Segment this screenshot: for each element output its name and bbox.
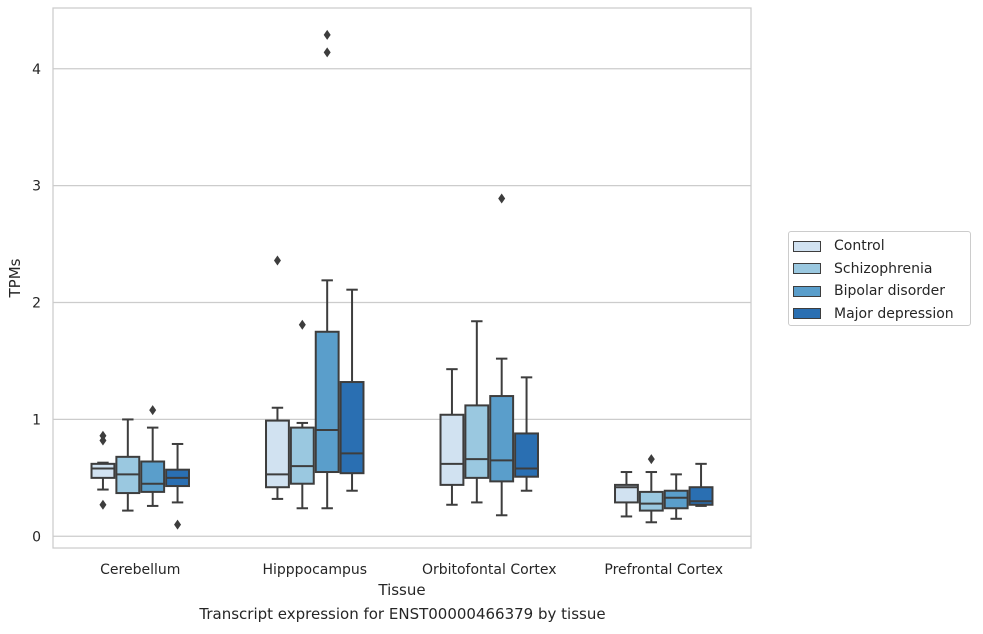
legend-item: Major depression (793, 305, 954, 323)
legend-item: Bipolar disorder (793, 282, 945, 300)
box-body (289, 426, 315, 485)
box-body (339, 381, 365, 475)
box-body (614, 483, 639, 504)
box-2-2 (289, 319, 315, 510)
box-body (265, 419, 290, 489)
outlier-point (99, 435, 107, 446)
box-1-4 (614, 471, 639, 518)
box-3-2 (314, 29, 340, 510)
box-body (663, 489, 689, 510)
x-tick-labels: Cerebellum Hipppocampus Orbitofontal Corte… (100, 562, 723, 578)
x-axis-label: Tissue (377, 581, 425, 599)
legend-label: Control (834, 238, 885, 254)
legend-label: Bipolar disorder (834, 283, 946, 299)
box-4-4 (688, 462, 714, 507)
outlier-point (99, 499, 107, 510)
legend-item: Schizophrenia (793, 260, 932, 278)
outlier-point (323, 47, 331, 58)
box-body (514, 432, 539, 478)
box-2-4 (638, 454, 664, 524)
y-tick-labels: 0 1 2 3 4 (32, 62, 41, 546)
box-body (439, 413, 465, 486)
legend-item: Control (793, 237, 885, 255)
legend: Control Schizophrenia Bipolar disorder Majo… (788, 231, 971, 326)
x-tick-label: Orbitofontal Cortex (422, 562, 557, 578)
box-body (464, 404, 490, 479)
box-3-1 (140, 405, 166, 507)
x-tick-label: Cerebellum (100, 562, 180, 578)
box-body (638, 490, 664, 512)
legend-swatch (793, 240, 821, 252)
box-1-2 (265, 255, 290, 500)
outlier-point (323, 29, 331, 40)
x-tick-label: Hipppocampus (262, 562, 367, 578)
y-tick-label: 2 (32, 296, 41, 312)
plot-frame (52, 7, 752, 549)
legend-swatch (793, 285, 821, 297)
outlier-point (149, 405, 157, 416)
outlier-point (273, 255, 281, 266)
outlier-point (498, 193, 506, 204)
legend-swatch (793, 308, 821, 319)
box-3-3 (489, 193, 515, 517)
box-4-3 (514, 376, 539, 492)
y-axis-label: TPMs (6, 258, 24, 298)
outlier-point (647, 454, 655, 465)
y-tick-label: 0 (32, 529, 41, 545)
box-4-2 (339, 288, 365, 492)
box-1-1 (90, 430, 116, 510)
y-tick-label: 3 (32, 179, 41, 195)
legend-swatch (793, 263, 821, 274)
box-body (90, 462, 116, 479)
box-3-4 (663, 473, 689, 520)
y-tick-label: 1 (32, 412, 41, 428)
legend-label: Schizophrenia (834, 260, 933, 277)
legend-label: Major depression (834, 305, 954, 322)
box-2-1 (115, 418, 141, 512)
box-body (489, 395, 515, 483)
outlier-point (298, 319, 306, 330)
box-1-3 (439, 368, 465, 506)
box-4-1 (165, 442, 190, 530)
figure-caption: Transcript expression for ENST0000046637… (199, 605, 606, 623)
box-groups (90, 29, 714, 530)
outlier-point (174, 519, 182, 530)
grid-lines (53, 68, 751, 537)
x-tick-label: Prefrontal Cortex (604, 562, 723, 578)
box-body (140, 460, 166, 493)
box-2-3 (464, 320, 490, 504)
box-body (314, 330, 340, 474)
y-tick-label: 4 (32, 62, 41, 78)
